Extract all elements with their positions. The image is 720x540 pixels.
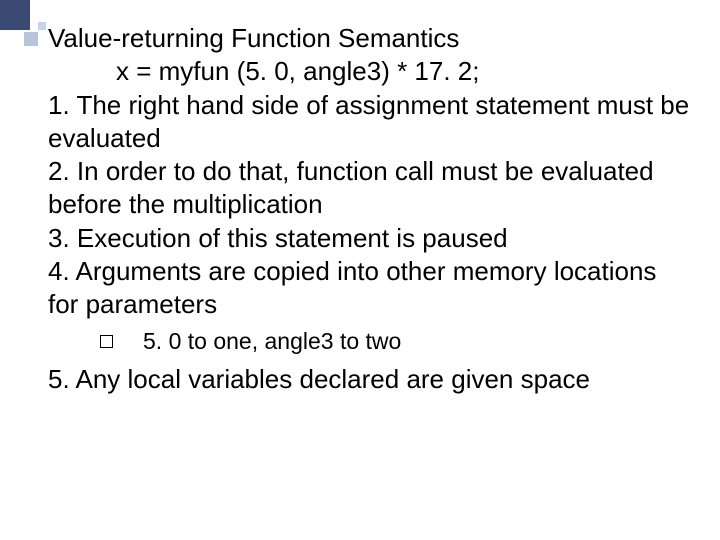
item-text: Arguments are copied into other memory l…	[48, 256, 656, 319]
item-number: 1.	[48, 90, 70, 120]
list-item-5: 5. Any local variables declared are give…	[48, 363, 690, 396]
deco-square-large	[0, 0, 30, 30]
list-item-3: 3. Execution of this statement is paused	[48, 222, 690, 255]
item-number: 3.	[48, 223, 70, 253]
item-text: Any local variables declared are given s…	[75, 364, 590, 394]
item-text: Execution of this statement is paused	[77, 223, 508, 253]
item-text: The right hand side of assignment statem…	[48, 90, 689, 153]
item-number: 5.	[48, 364, 75, 394]
list-item-2: 2. In order to do that, function call mu…	[48, 155, 690, 222]
item-number: 4.	[48, 256, 70, 286]
deco-square-medium	[24, 32, 38, 46]
item-text: In order to do that, function call must …	[48, 156, 654, 219]
slide-content: Value-returning Function Semantics x = m…	[48, 22, 690, 396]
checkbox-icon	[100, 335, 113, 348]
list-item-4: 4. Arguments are copied into other memor…	[48, 255, 690, 322]
code-example: x = myfun (5. 0, angle3) * 17. 2;	[48, 55, 690, 88]
sub-item: 5. 0 to one, angle3 to two	[48, 327, 690, 356]
item-number: 2.	[48, 156, 70, 186]
list-item-1: 1. The right hand side of assignment sta…	[48, 89, 690, 156]
slide-title: Value-returning Function Semantics	[48, 22, 690, 55]
sub-item-text: 5. 0 to one, angle3 to two	[143, 328, 401, 354]
deco-square-small	[38, 22, 46, 30]
